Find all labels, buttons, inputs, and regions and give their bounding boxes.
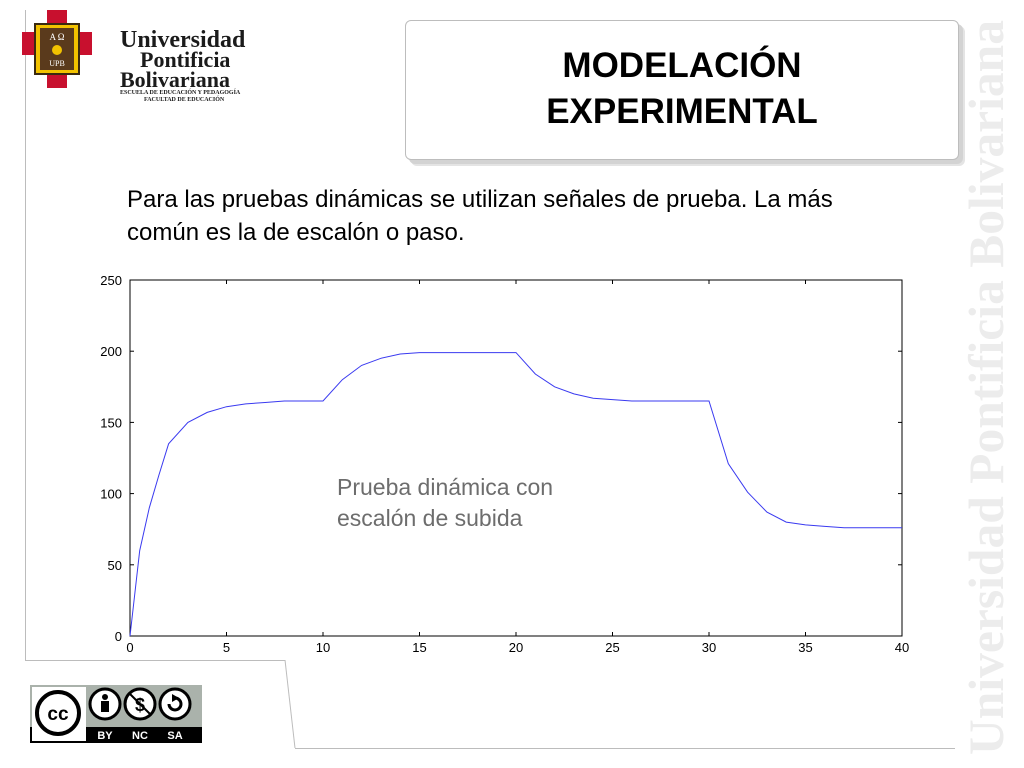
frame-left-line xyxy=(25,10,26,660)
page-title-line-1: MODELACIÓN xyxy=(562,46,802,85)
license-label-by: BY xyxy=(97,730,113,742)
logo-subline-1: ESCUELA DE EDUCACIÓN Y PEDAGOGÍA xyxy=(120,90,241,96)
creative-commons-badge[interactable]: cc $ BY NC SA xyxy=(30,685,202,743)
license-label-nc: NC xyxy=(132,730,148,742)
sharealike-icon xyxy=(158,687,192,721)
logo-line-2: Pontificia xyxy=(140,47,231,72)
cc-text: cc xyxy=(47,704,69,725)
license-label-sa: SA xyxy=(167,730,182,742)
logo-subline-2: FACULTAD DE EDUCACIÓN xyxy=(144,97,225,103)
watermark-text: Universidad Pontificia Bolivariana xyxy=(958,20,1014,755)
page-title-line-2: EXPERIMENTAL xyxy=(546,92,818,131)
body-paragraph: Para las pruebas dinámicas se utilizan s… xyxy=(127,186,833,246)
logo-line-1: Universidad xyxy=(120,27,246,53)
cc-icon xyxy=(35,690,81,736)
university-emblem-icon: A Ω UPB xyxy=(22,10,92,88)
logo-line-3: Bolivariana xyxy=(120,67,231,92)
page-title: MODELACIÓN EXPERIMENTAL xyxy=(406,43,958,135)
university-logo: A Ω UPB Universidad Pontificia Bolivaria… xyxy=(22,10,245,105)
frame-bottom-line xyxy=(25,660,285,661)
emblem-text-top: A Ω xyxy=(50,32,65,42)
chart-annotation: Prueba dinámica con escalón de subida xyxy=(337,474,554,531)
emblem-text-bottom: UPB xyxy=(49,59,65,68)
frame-bottom-line-right xyxy=(295,748,955,749)
title-box: MODELACIÓN EXPERIMENTAL xyxy=(405,20,959,160)
watermark-label: Universidad Pontificia Bolivariana xyxy=(958,20,1014,755)
